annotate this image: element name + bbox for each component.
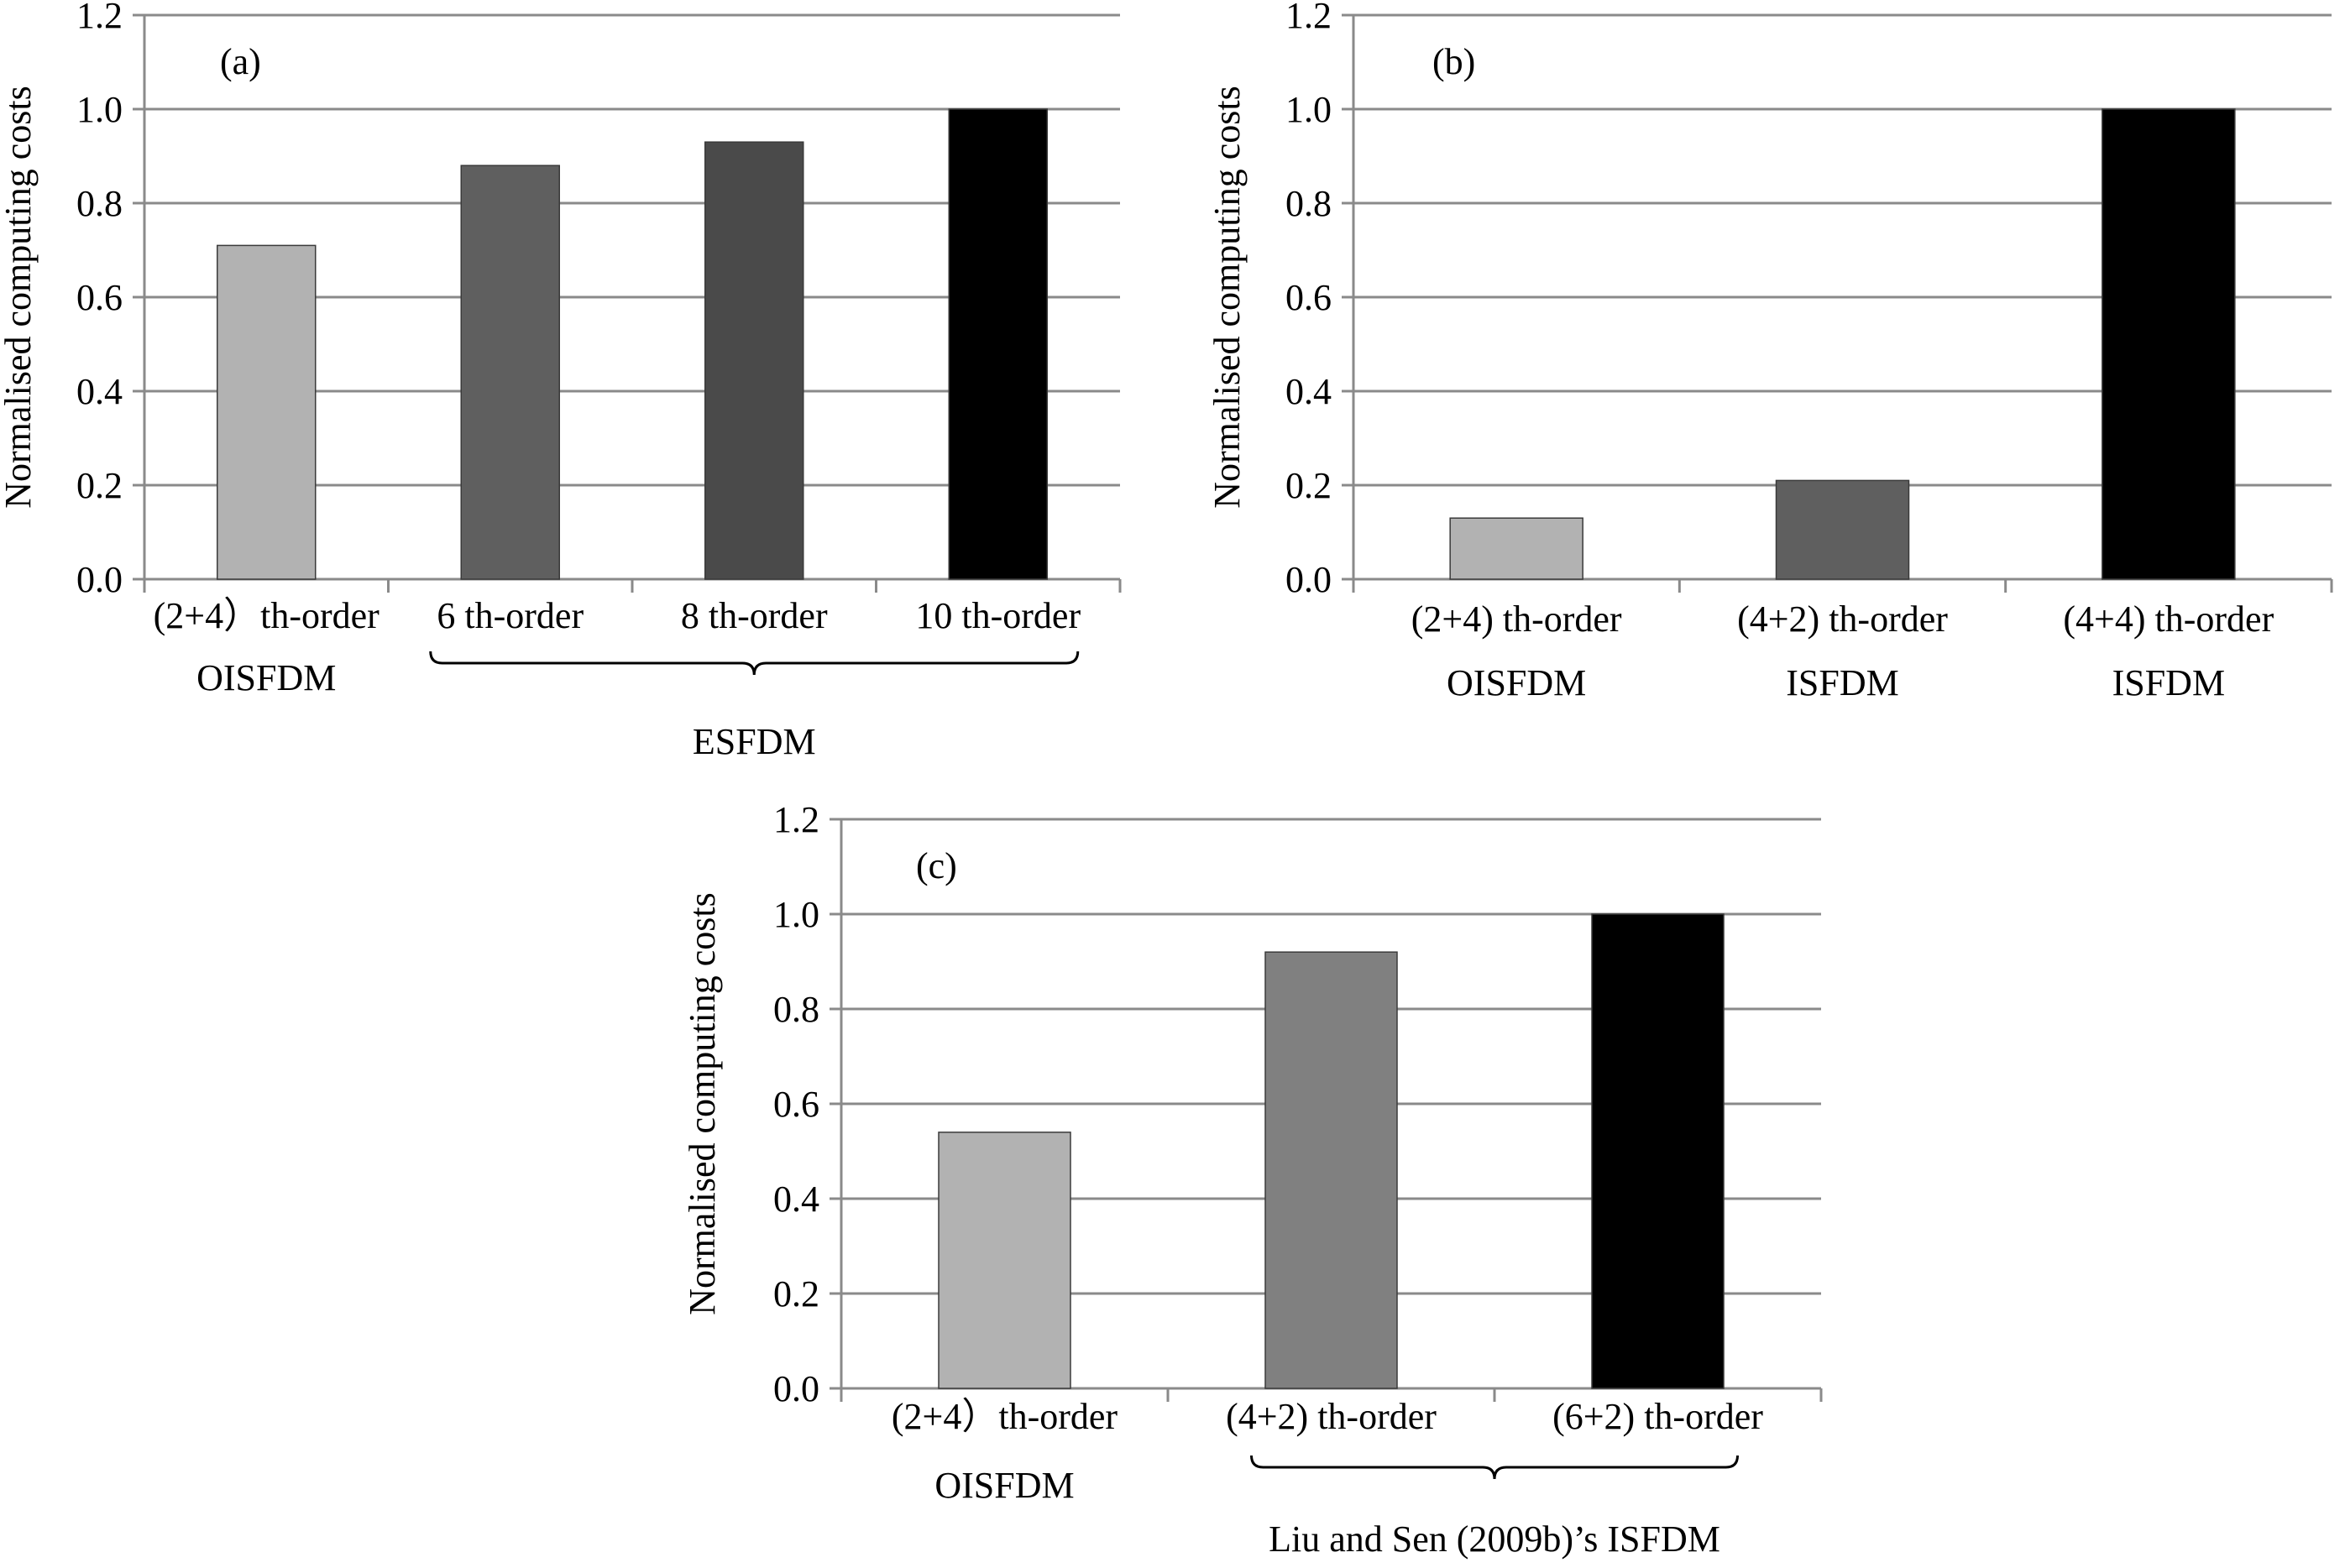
- y-axis-title: Normalised computing costs: [0, 86, 39, 509]
- category-method-label: ISFDM: [2112, 662, 2226, 703]
- category-method-label: OISFDM: [1447, 662, 1586, 703]
- y-tick-label: 0.6: [76, 277, 123, 318]
- chart-a: 0.0 0.2 0.4 0.6 0.8 1.0 1.2 (2+4）th-order OISFDM…: [0, 0, 1122, 762]
- y-tick-label: 0.0: [1285, 559, 1332, 600]
- y-tick-label: 1.2: [76, 0, 123, 36]
- y-tick-label: 0.8: [1285, 183, 1332, 224]
- group-label: ESFDM: [693, 721, 816, 762]
- bar: [1591, 913, 1725, 1389]
- y-axis-title: Normalised computing costs: [1207, 86, 1248, 509]
- bar: [2102, 108, 2236, 580]
- group-brace: [1250, 1455, 1739, 1480]
- y-tick-label: 0.0: [76, 559, 123, 600]
- chart-c: 0.0 0.2 0.4 0.6 0.8 1.0 1.2 (2+4）th-order OISFDM…: [682, 799, 1823, 1560]
- category-method-label: ISFDM: [1786, 662, 1899, 703]
- y-tick-label: 1.0: [1285, 89, 1332, 130]
- panel-label: (b): [1432, 41, 1475, 82]
- group-brace: [429, 651, 1080, 676]
- bar: [1264, 951, 1398, 1389]
- category-label: (4+2) th-order: [1737, 598, 1948, 640]
- y-tick-label: 0.4: [76, 371, 123, 412]
- y-tick-label: 0.6: [1285, 277, 1332, 318]
- y-tick-label: 0.2: [1285, 465, 1332, 506]
- category-method-label: OISFDM: [196, 657, 336, 698]
- y-axis-title: Normalised computing costs: [682, 892, 723, 1315]
- y-tick-label: 0.8: [76, 183, 123, 224]
- y-tick-label: 1.0: [76, 89, 123, 130]
- category-label: 10 th-order: [915, 595, 1081, 636]
- y-tick-label: 0.8: [773, 989, 819, 1030]
- bar: [704, 141, 804, 580]
- y-tick-label: 0.0: [773, 1368, 819, 1409]
- category-label: (4+2) th-order: [1226, 1396, 1437, 1437]
- category-label: 6 th-order: [437, 595, 584, 636]
- y-tick-label: 0.6: [773, 1084, 819, 1125]
- y-tick-label: 0.4: [773, 1179, 819, 1220]
- y-tick-label: 0.2: [773, 1273, 819, 1315]
- bar: [938, 1132, 1071, 1389]
- y-tick-label: 1.0: [773, 894, 819, 935]
- category-label: (2+4) th-order: [1411, 598, 1622, 640]
- group-label: Liu and Sen (2009b)’s ISFDM: [1269, 1518, 1720, 1560]
- y-tick-label: 1.2: [773, 799, 819, 840]
- bar: [948, 108, 1048, 580]
- category-label: (2+4）th-order: [154, 595, 380, 636]
- y-tick-label: 0.2: [76, 465, 123, 506]
- category-label: 8 th-order: [681, 595, 828, 636]
- bar: [217, 244, 317, 580]
- bar: [1775, 479, 1910, 580]
- category-label: (2+4）th-order: [892, 1396, 1118, 1437]
- category-label: (6+2) th-order: [1552, 1396, 1763, 1437]
- bar: [460, 165, 560, 580]
- y-tick-label: 0.4: [1285, 371, 1332, 412]
- category-label: (4+4) th-order: [2063, 598, 2274, 640]
- chart-b: 0.0 0.2 0.4 0.6 0.8 1.0 1.2 (2+4) th-order OISFD…: [1207, 0, 2333, 703]
- y-tick-label: 1.2: [1285, 0, 1332, 36]
- category-method-label: OISFDM: [934, 1465, 1074, 1506]
- panel-label: (c): [916, 845, 957, 886]
- panel-label: (a): [220, 41, 261, 82]
- bar: [1449, 517, 1583, 580]
